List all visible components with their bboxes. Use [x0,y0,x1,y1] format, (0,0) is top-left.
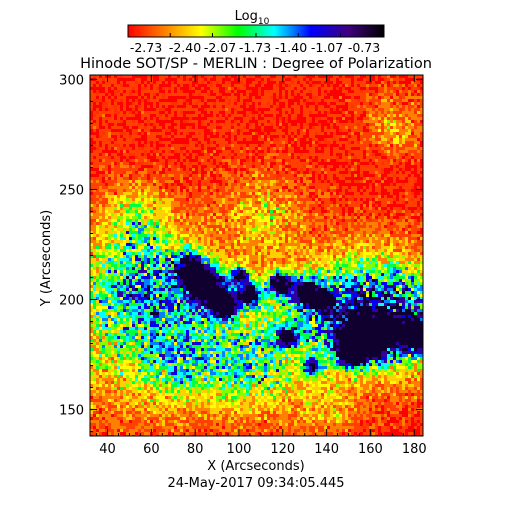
x-tick-label: 100 [227,442,252,457]
chart-title: Hinode SOT/SP - MERLIN : Degree of Polar… [80,56,432,72]
x-tick-label: 80 [187,442,204,457]
x-tick-label: 120 [270,442,295,457]
colorbar-ticks: -2.73 -2.40 -2.07 -1.73 -1.40 -1.07 -0.73 [127,33,385,55]
colorbar-tick-label: -1.07 [311,40,343,55]
colorbar-tick-label: -2.07 [204,40,236,55]
y-axis-ticks: 150 200 250 300 [59,73,423,433]
colorbar-tick-label: -1.40 [275,40,307,55]
heatmap-image [90,75,423,436]
x-tick-label: 60 [143,442,160,457]
y-axis-label: Y (Arcseconds) [39,210,54,307]
x-axis-label: X (Arcseconds) [207,459,304,474]
x-tick-label: 160 [358,442,383,457]
colorbar-tick-label: -2.40 [169,40,201,55]
y-tick-label: 300 [59,73,84,88]
y-tick-label: 200 [59,294,84,309]
x-tick-label: 40 [99,442,116,457]
x-tick-label: 140 [314,442,339,457]
timestamp: 24-May-2017 09:34:05.445 [167,476,344,491]
colorbar-tick-label: -1.73 [239,40,271,55]
y-tick-label: 150 [59,404,84,419]
x-tick-label: 180 [402,442,427,457]
x-axis-ticks: 40 60 80 100 120 140 160 180 [96,75,427,457]
colorbar-label: Log10 [235,9,270,27]
colorbar-tick-label: -2.73 [130,40,162,55]
y-tick-label: 250 [59,183,84,198]
colorbar-tick-label: -0.73 [348,40,380,55]
